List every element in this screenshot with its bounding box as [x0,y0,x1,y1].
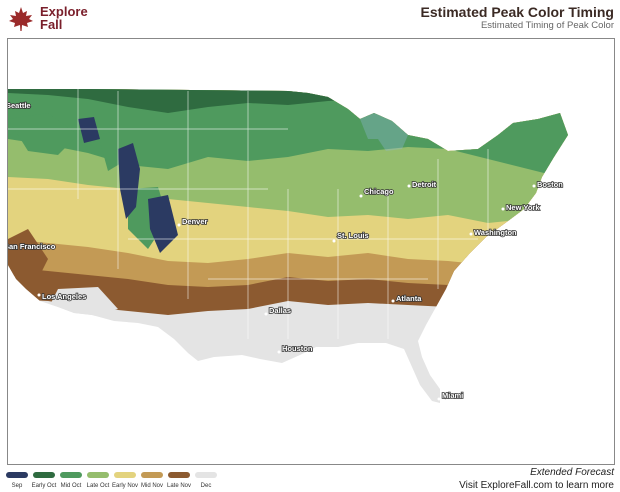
city-miami[interactable]: Miami [437,390,464,401]
legend-label: Early Oct [31,483,57,489]
svg-text:Seattle: Seattle [8,101,31,110]
header: Explore Fall Estimated Peak Color Timing… [0,0,620,36]
title-block: Estimated Peak Color Timing Estimated Ti… [421,4,614,31]
legend-label: Sep [11,483,23,489]
city-boston[interactable]: Boston [532,179,564,190]
svg-text:Washington: Washington [474,228,517,237]
legend-label: Mid Oct [60,483,82,489]
legend-swatch [60,472,82,478]
legend-swatch [195,472,217,478]
footer: Extended Forecast Visit ExploreFall.com … [459,466,614,492]
city-seattle[interactable]: Seattle [8,100,31,111]
legend-swatch [114,472,136,478]
brand-line-2: Fall [40,17,63,32]
city-dallas[interactable]: Dallas [264,305,292,316]
city-houston[interactable]: Houston [277,343,314,354]
city-labels: Seattle San Francisco Los Angeles Denver… [8,100,564,401]
svg-text:St. Louis: St. Louis [337,231,369,240]
legend-label: Dec [200,483,212,489]
svg-text:Detroit: Detroit [412,180,437,189]
svg-text:New York: New York [506,203,540,212]
legend-label: Early Nov [111,483,138,489]
legend-swatch [33,472,55,478]
city-detroit[interactable]: Detroit [407,179,437,190]
svg-text:Los Angeles: Los Angeles [42,292,86,301]
visit-link[interactable]: Visit ExploreFall.com to learn more [459,480,614,491]
city-washington[interactable]: Washington [469,227,518,238]
page-title: Estimated Peak Color Timing [420,4,614,20]
city-st-louis[interactable]: St. Louis [332,230,369,243]
svg-text:Chicago: Chicago [364,187,394,196]
legend-swatch [6,472,28,478]
extended-forecast-label: Extended Forecast [530,467,614,478]
maple-leaf-icon [9,7,33,31]
svg-text:Atlanta: Atlanta [396,294,422,303]
state-borders [8,89,489,339]
city-san-francisco[interactable]: San Francisco [8,241,56,252]
brand-name[interactable]: Explore Fall [40,5,88,31]
legend-label: Late Oct [86,483,110,489]
legend-swatch [87,472,109,478]
us-peak-color-map[interactable]: Seattle San Francisco Los Angeles Denver… [8,39,614,464]
brand-line-1: Explore [40,4,88,19]
svg-text:Boston: Boston [537,180,563,189]
city-new-york[interactable]: New York [501,202,541,213]
svg-text:Houston: Houston [282,344,313,353]
legend-label: Mid Nov [140,483,163,489]
city-los-angeles[interactable]: Los Angeles [37,291,87,302]
legend-swatch [168,472,190,478]
page-subtitle: Estimated Timing of Peak Color [480,20,614,31]
city-denver[interactable]: Denver [177,216,208,227]
svg-text:Denver: Denver [182,217,208,226]
city-atlanta[interactable]: Atlanta [391,293,423,304]
svg-text:Miami: Miami [442,391,463,400]
svg-text:Dallas: Dallas [269,306,291,315]
legend-label: Late Nov [166,483,191,489]
city-chicago[interactable]: Chicago [359,186,395,198]
map-frame[interactable]: Seattle San Francisco Los Angeles Denver… [7,38,615,465]
svg-text:San Francisco: San Francisco [8,242,56,251]
legend-swatch [141,472,163,478]
